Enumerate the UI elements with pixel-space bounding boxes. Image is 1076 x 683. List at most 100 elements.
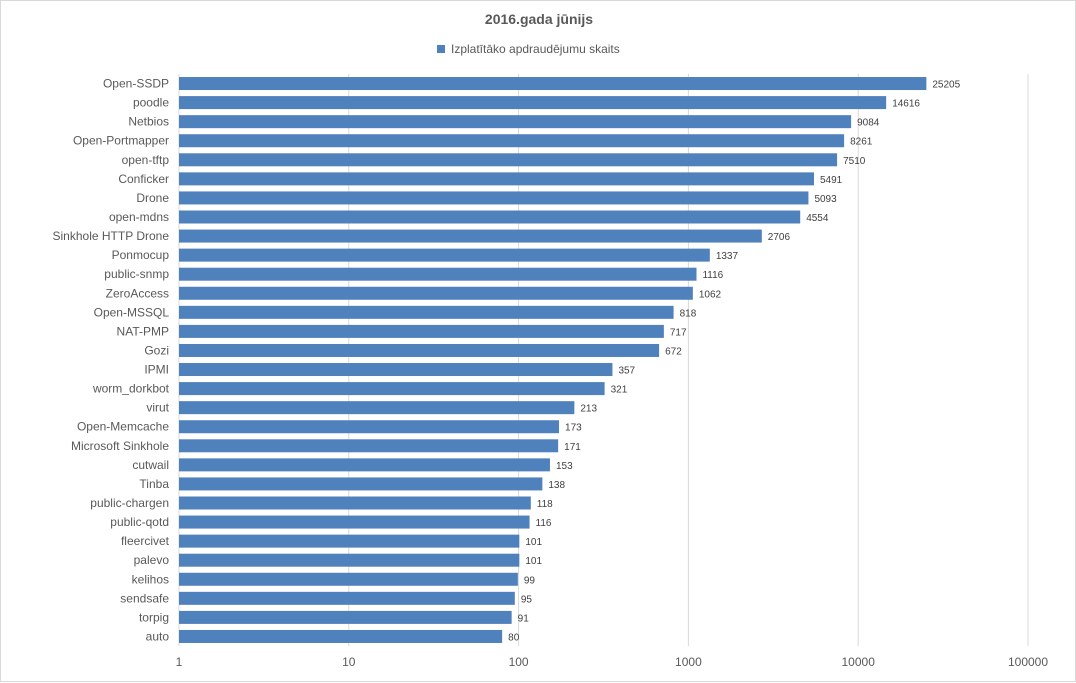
legend-label: Izplatītāko apdraudējumu skaits: [451, 42, 620, 56]
bar: [179, 286, 693, 300]
category-label: open-tftp: [122, 153, 170, 167]
bar: [179, 248, 710, 262]
data-label: 1116: [702, 270, 723, 281]
category-label: worm_dorkbot: [92, 382, 170, 396]
bar: [179, 591, 515, 605]
category-label: public-snmp: [104, 267, 169, 281]
data-label: 14616: [892, 99, 920, 110]
category-label: ZeroAccess: [106, 286, 169, 300]
category-label: Open-Memcache: [77, 420, 169, 434]
bar: [179, 496, 531, 510]
bar: [179, 363, 613, 377]
data-label: 1062: [699, 289, 722, 300]
x-tick-label: 100: [509, 655, 529, 669]
category-labels: Open-SSDP poodle Netbios Open-Portmapper ope…: [53, 77, 170, 644]
bar: [179, 629, 503, 643]
bar: [179, 324, 664, 338]
bar: [179, 458, 550, 472]
category-label: Open-Portmapper: [73, 134, 169, 148]
bar: [179, 343, 660, 357]
data-label: 213: [580, 404, 597, 415]
data-label: 101: [525, 556, 542, 567]
x-tick-label: 1000: [675, 655, 702, 669]
bar: [179, 477, 543, 491]
data-label: 95: [521, 594, 533, 605]
bar: [179, 191, 809, 205]
category-label: Tinba: [139, 477, 169, 491]
bar: [179, 305, 674, 319]
category-label: Conficker: [118, 172, 169, 186]
data-label: 116: [536, 518, 552, 529]
data-label: 99: [524, 575, 536, 586]
bar: [179, 96, 887, 110]
category-label: Gozi: [144, 343, 169, 357]
data-label: 1337: [716, 251, 739, 262]
category-label: Open-SSDP: [103, 77, 169, 91]
category-label: cutwail: [132, 458, 169, 472]
category-label: Drone: [136, 191, 169, 205]
category-label: kelihos: [132, 572, 169, 586]
bars: [179, 77, 927, 643]
data-label: 321: [611, 385, 628, 396]
category-label: Ponmocup: [112, 248, 170, 262]
category-label: virut: [146, 401, 169, 415]
data-label: 171: [564, 442, 581, 453]
category-label: IPMI: [144, 363, 169, 377]
legend: Izplatītāko apdraudējumu skaits: [437, 42, 620, 56]
bar: [179, 515, 530, 529]
data-label: 5491: [820, 175, 843, 186]
bar: [179, 172, 814, 186]
data-label: 357: [618, 366, 635, 377]
category-label: palevo: [134, 553, 170, 567]
category-label: sendsafe: [120, 591, 169, 605]
bar: [179, 572, 518, 586]
data-label: 118: [537, 499, 553, 510]
bar: [179, 153, 838, 167]
data-label: 672: [665, 346, 682, 357]
data-label: 717: [670, 327, 687, 338]
bar: [179, 267, 697, 281]
gridlines: [178, 74, 1029, 646]
category-label: auto: [146, 629, 170, 643]
x-tick-label: 10000: [842, 655, 876, 669]
data-label: 7510: [843, 156, 866, 167]
data-label: 173: [565, 423, 582, 434]
data-label: 91: [518, 613, 530, 624]
x-axis-ticks: 1 10 100 1000 10000 100000: [176, 655, 1049, 669]
data-label: 8261: [850, 137, 873, 148]
bar: [179, 610, 512, 624]
bar: [179, 420, 560, 434]
bar: [179, 77, 927, 91]
data-label: 5093: [814, 194, 837, 205]
legend-swatch: [437, 45, 445, 53]
x-tick-label: 1: [176, 655, 183, 669]
data-label: 818: [680, 308, 697, 319]
data-label: 80: [508, 632, 520, 643]
data-label: 25205: [932, 80, 960, 91]
bar: [179, 210, 801, 224]
category-label: NAT-PMP: [117, 324, 169, 338]
data-label: 138: [548, 480, 565, 491]
bar: [179, 382, 605, 396]
bar: [179, 439, 559, 453]
bar: [179, 553, 520, 567]
category-label: fleercivet: [121, 534, 170, 548]
bar: [179, 229, 762, 243]
bar: [179, 534, 520, 548]
data-label: 2706: [768, 232, 791, 243]
data-label: 4554: [806, 213, 829, 224]
chart-title: 2016.gada jūnijs: [485, 11, 593, 27]
data-label: 101: [525, 537, 542, 548]
category-label: public-qotd: [110, 515, 169, 529]
data-label: 153: [556, 461, 573, 472]
bar: [179, 115, 852, 129]
category-label: open-mdns: [109, 210, 169, 224]
x-tick-label: 10: [342, 655, 356, 669]
data-label: 9084: [857, 118, 880, 129]
category-label: Netbios: [128, 115, 169, 129]
x-tick-label: 100000: [1008, 655, 1048, 669]
category-label: public-chargen: [90, 496, 169, 510]
